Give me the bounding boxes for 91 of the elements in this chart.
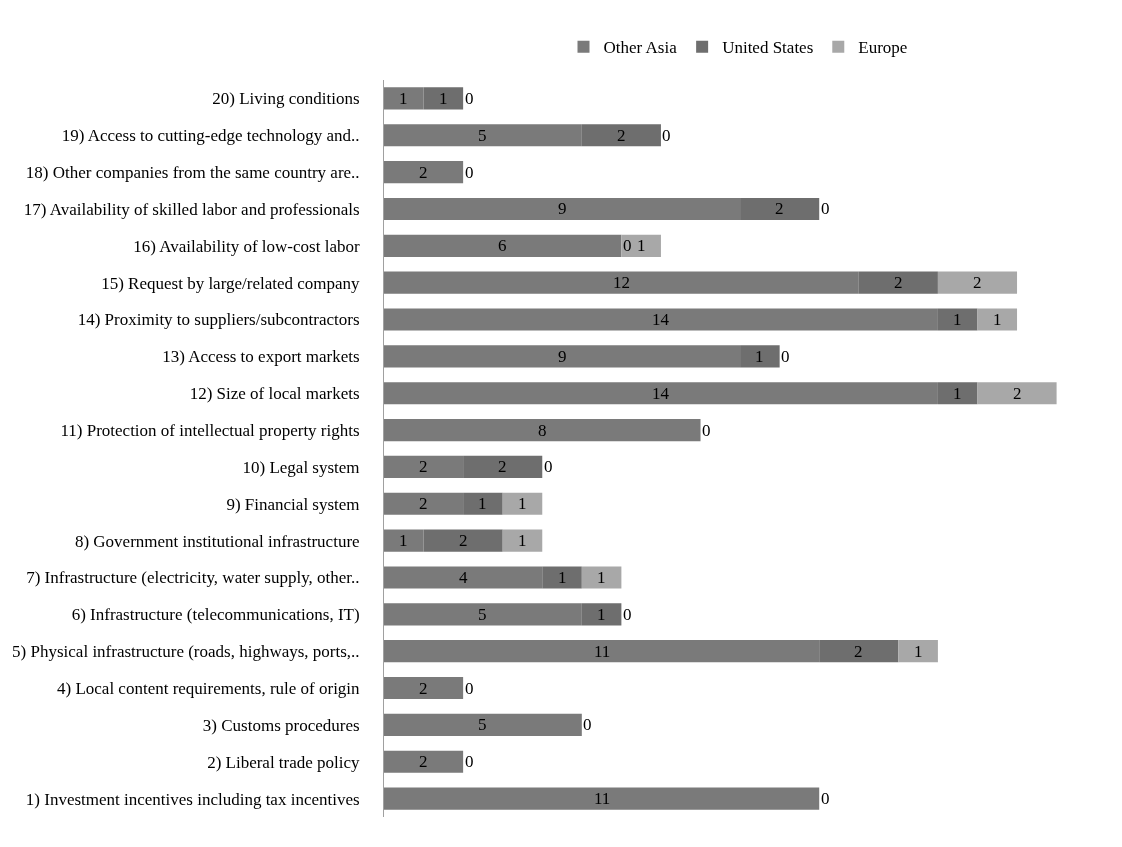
data-label: 2 bbox=[419, 163, 428, 182]
bar bbox=[384, 234, 622, 257]
y-tick-label: 14) Proximity to suppliers/subcontractors bbox=[77, 310, 360, 330]
data-label: 2 bbox=[419, 457, 428, 476]
bar bbox=[937, 271, 1018, 294]
y-tick-label: 9) Financial system bbox=[226, 494, 360, 514]
data-label: 0 bbox=[781, 347, 790, 366]
y-tick-label: 5) Physical infrastructure (roads, highways, ports,.. bbox=[12, 642, 360, 662]
bar bbox=[898, 640, 938, 663]
y-tick-label: 6) Infrastructure (telecommunications, IT) bbox=[71, 605, 360, 625]
data-label: 1 bbox=[399, 531, 408, 550]
y-tick-label: 2) Liberal trade policy bbox=[207, 752, 361, 772]
y-tick-label: 11) Protection of intellectual property rights bbox=[60, 421, 360, 441]
bar bbox=[977, 308, 1018, 331]
data-label: 9 bbox=[558, 347, 567, 366]
bar bbox=[384, 419, 701, 442]
bar bbox=[502, 492, 543, 515]
y-tick-label: 4) Local content requirements, rule of origin bbox=[57, 678, 361, 698]
data-label: 0 bbox=[465, 89, 474, 108]
data-label: 5 bbox=[478, 126, 487, 145]
data-label: 9 bbox=[558, 199, 567, 218]
data-label: 0 bbox=[465, 679, 474, 698]
data-label: 11 bbox=[594, 789, 611, 808]
legend-label: Europe bbox=[858, 38, 908, 58]
data-label: 1 bbox=[953, 384, 962, 403]
y-tick-label: 3) Customs procedures bbox=[202, 715, 360, 735]
data-label: 2 bbox=[498, 457, 507, 476]
data-label: 2 bbox=[617, 126, 626, 145]
data-label: 1 bbox=[439, 89, 448, 108]
data-label: 0 bbox=[465, 163, 474, 182]
bar bbox=[502, 529, 543, 552]
data-label: 5 bbox=[478, 715, 487, 734]
data-label: 14 bbox=[652, 310, 670, 329]
data-label: 1 bbox=[755, 347, 764, 366]
data-label: 1 bbox=[637, 236, 646, 255]
data-label: 11 bbox=[594, 642, 611, 661]
y-tick-label: 7) Infrastructure (electricity, water supply, other.. bbox=[26, 568, 360, 588]
bar bbox=[384, 713, 582, 736]
data-label: 0 bbox=[465, 752, 474, 771]
data-label: 1 bbox=[478, 494, 487, 513]
y-tick-label: 20) Living conditions bbox=[212, 89, 360, 109]
data-label: 8 bbox=[538, 421, 547, 440]
data-label: 0 bbox=[662, 126, 671, 145]
y-tick-label: 13) Access to export markets bbox=[162, 347, 360, 367]
data-label: 0 bbox=[702, 421, 711, 440]
y-tick-label: 15) Request by large/related company bbox=[101, 273, 361, 293]
data-label: 5 bbox=[478, 605, 487, 624]
data-label: 0 bbox=[623, 236, 632, 255]
data-label: 0 bbox=[821, 789, 830, 808]
bar bbox=[384, 676, 464, 700]
data-label: 0 bbox=[583, 715, 592, 734]
data-label: 14 bbox=[652, 384, 670, 403]
bar bbox=[384, 787, 820, 810]
data-label: 2 bbox=[775, 199, 784, 218]
data-label: 1 bbox=[597, 605, 606, 624]
data-label: 1 bbox=[558, 568, 567, 587]
data-label: 2 bbox=[419, 494, 428, 513]
y-tick-label: 19) Access to cutting-edge technology and.. bbox=[61, 126, 360, 146]
data-label: 1 bbox=[597, 568, 606, 587]
data-label: 0 bbox=[821, 199, 830, 218]
legend-label: United States bbox=[722, 38, 814, 58]
data-label: 2 bbox=[419, 752, 428, 771]
data-label: 6 bbox=[498, 236, 507, 255]
bar bbox=[581, 566, 622, 589]
data-label: 2 bbox=[419, 679, 428, 698]
bar bbox=[384, 750, 464, 773]
data-label: 2 bbox=[854, 642, 863, 661]
data-label: 1 bbox=[518, 531, 527, 550]
data-label: 1 bbox=[914, 642, 923, 661]
data-label: 4 bbox=[459, 568, 468, 587]
legend-label: Other Asia bbox=[603, 38, 678, 58]
bar bbox=[384, 161, 464, 184]
y-tick-label: 16) Availability of low-cost labor bbox=[133, 236, 360, 256]
y-tick-label: 8) Government institutional infrastructure bbox=[74, 531, 360, 551]
data-label: 2 bbox=[973, 273, 982, 292]
y-tick-label: 1) Investment incentives including tax incentives bbox=[25, 789, 360, 809]
y-tick-label: 12) Size of local markets bbox=[189, 384, 360, 404]
bar bbox=[977, 382, 1057, 405]
data-label: 1 bbox=[953, 310, 962, 329]
data-label: 2 bbox=[894, 273, 903, 292]
y-tick-label: 10) Legal system bbox=[242, 457, 360, 477]
data-label: 1 bbox=[399, 89, 408, 108]
data-label: 1 bbox=[518, 494, 527, 513]
data-label: 12 bbox=[613, 273, 630, 292]
data-label: 0 bbox=[544, 457, 553, 476]
data-label: 2 bbox=[459, 531, 468, 550]
data-label: 1 bbox=[993, 310, 1002, 329]
y-tick-label: 17) Availability of skilled labor and professionals bbox=[23, 199, 360, 219]
y-tick-label: 18) Other companies from the same country are.. bbox=[25, 163, 360, 183]
data-label: 2 bbox=[1013, 384, 1022, 403]
data-label: 0 bbox=[623, 605, 632, 624]
